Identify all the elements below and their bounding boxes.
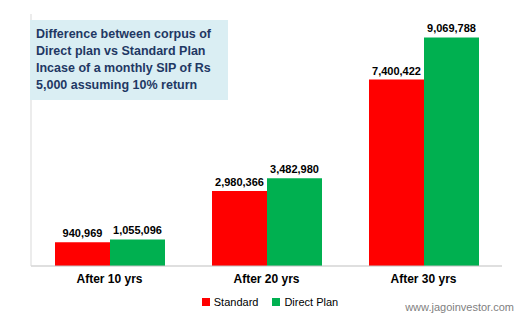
svg-text:7,400,422: 7,400,422	[372, 65, 421, 77]
html-text:www.jagoinvestor.com: www.jagoinvestor.com	[405, 301, 514, 313]
svg-text:1,055,096: 1,055,096	[113, 224, 162, 236]
html-text:Standard: Standard	[213, 296, 259, 308]
svg-text:After 10 yrs: After 10 yrs	[76, 272, 142, 286]
html-text:Direct Plan: Direct Plan	[284, 296, 339, 308]
svg-text:940,969: 940,969	[63, 227, 103, 239]
html-text:Difference between corpus of D: Difference between corpus of Direct plan…	[36, 27, 211, 92]
svg-text:9,069,788: 9,069,788	[427, 22, 476, 34]
svg-text:3,482,980: 3,482,980	[270, 163, 319, 175]
svg-text:After 20 yrs: After 20 yrs	[233, 272, 299, 286]
svg-text:After 30 yrs: After 30 yrs	[390, 272, 456, 286]
svg-text:2,980,366: 2,980,366	[215, 176, 264, 188]
